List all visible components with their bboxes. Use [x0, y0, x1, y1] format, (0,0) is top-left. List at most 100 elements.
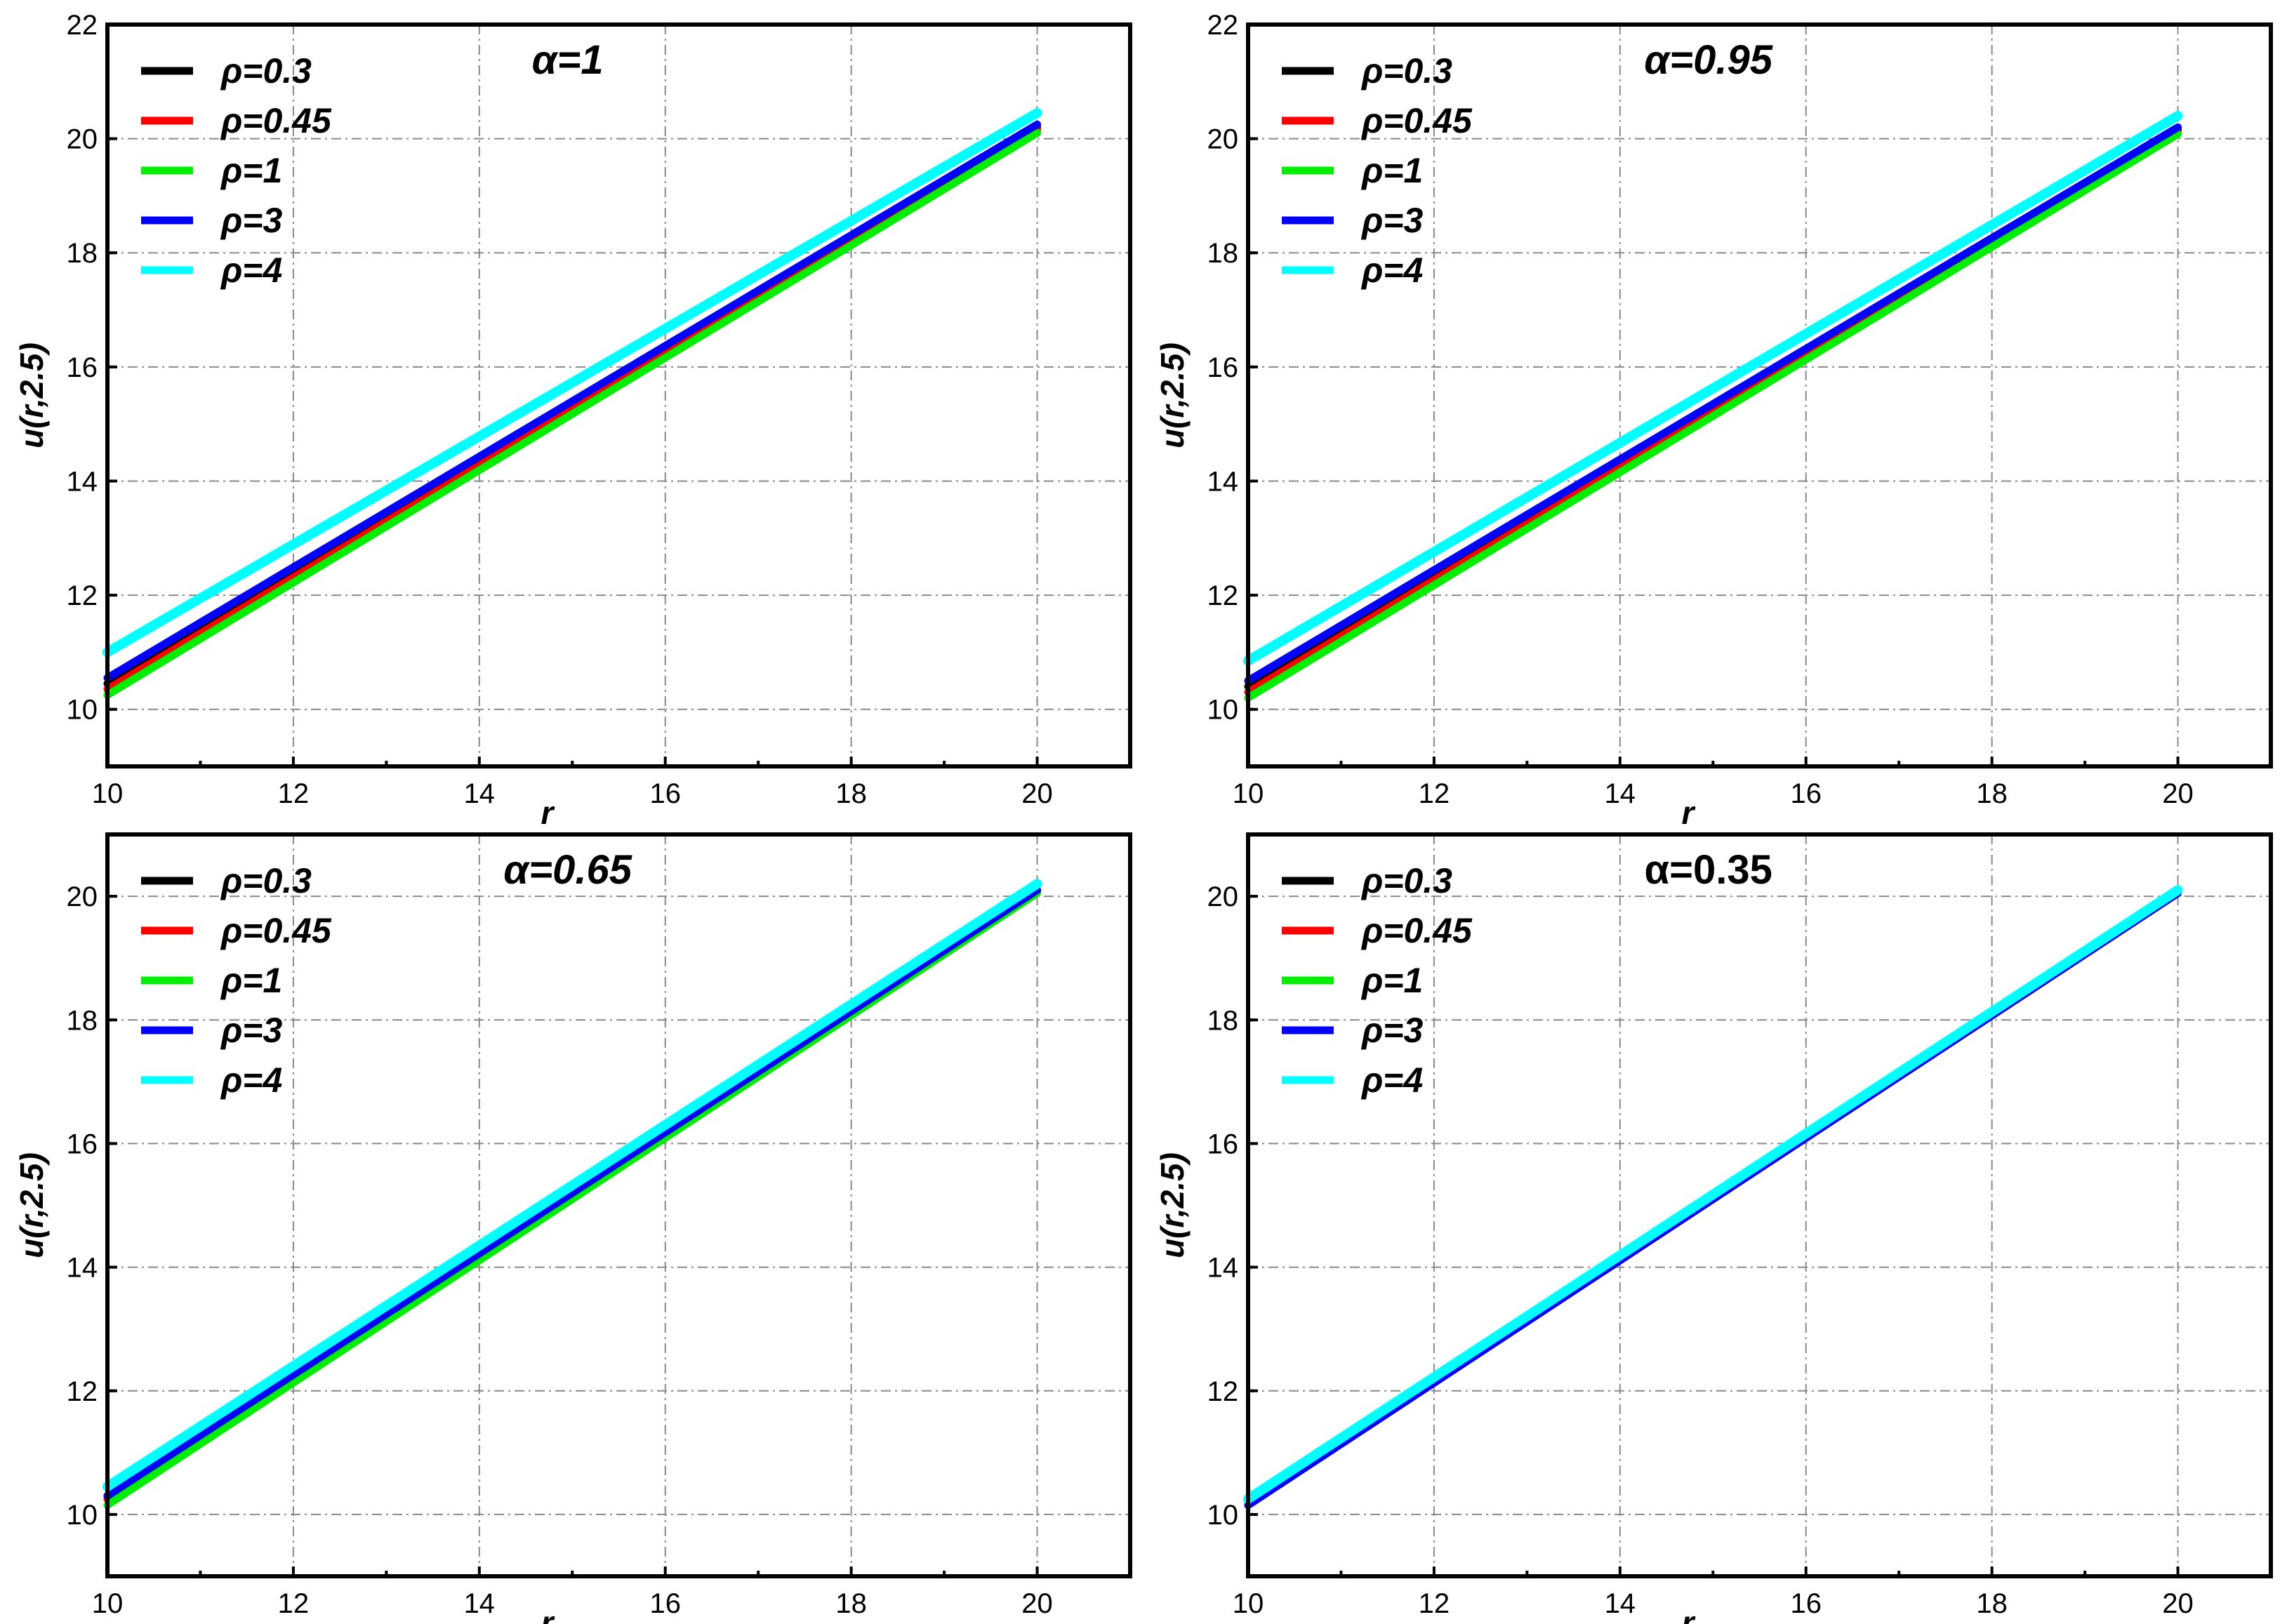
legend: ρ=0.3 ρ=0.45 ρ=1 ρ=3 ρ=4 [141, 51, 332, 290]
y-axis-label: u(r,2.5) [13, 342, 50, 448]
x-tick-label: 10 [92, 1588, 124, 1619]
x-tick-label: 20 [1021, 1588, 1053, 1619]
series-group [102, 879, 1042, 1510]
legend-label: ρ=1 [220, 961, 282, 1000]
y-axis: 10 12 14 16 18 20 22 [1207, 10, 1258, 726]
legend-label: ρ=0.45 [220, 911, 332, 950]
y-tick-label: 12 [67, 580, 98, 611]
y-tick-label: 10 [1207, 1500, 1239, 1531]
legend-label: ρ=4 [220, 1060, 282, 1100]
y-tick-label: 12 [1207, 1376, 1239, 1407]
plot-background [107, 834, 1130, 1576]
y-tick-label: 14 [67, 1253, 98, 1284]
x-tick-label: 14 [464, 778, 496, 809]
legend-label: ρ=0.3 [1360, 51, 1452, 91]
x-axis: 10 12 14 16 18 20 [92, 757, 1053, 809]
legend-label: ρ=1 [1360, 151, 1423, 190]
x-axis-label: r [1682, 1604, 1696, 1624]
x-axis: 10 12 14 16 18 20 [92, 1566, 1053, 1619]
legend-label: ρ=0.45 [1360, 911, 1473, 950]
y-tick-label: 16 [67, 352, 98, 383]
legend: ρ=0.3 ρ=0.45 ρ=1 ρ=3 ρ=4 [141, 861, 332, 1100]
legend-label: ρ=0.3 [1360, 861, 1452, 900]
panel-2: 10 12 14 16 18 20 10 12 14 16 18 20 22 r u(r,2.5) α=0.9… [1154, 10, 2273, 831]
x-axis: 10 12 14 16 18 20 [1233, 757, 2194, 809]
y-tick-label: 18 [67, 238, 98, 269]
legend: ρ=0.3 ρ=0.45 ρ=1 ρ=3 ρ=4 [1282, 861, 1473, 1100]
y-tick-label: 18 [1207, 1005, 1239, 1036]
y-tick-label: 16 [1207, 352, 1239, 383]
plot-frame [1246, 22, 2273, 768]
x-tick-label: 12 [278, 1588, 310, 1619]
plot-frame [105, 832, 1132, 1578]
x-tick-label: 20 [2162, 1588, 2194, 1619]
x-tick-label: 16 [1790, 1588, 1822, 1619]
x-tick-label: 12 [1419, 1588, 1450, 1619]
series-line-3 [1244, 130, 2182, 702]
y-tick-label: 14 [1207, 1253, 1239, 1284]
plot-frame [105, 22, 1132, 768]
x-tick-label: 20 [1021, 778, 1053, 809]
y-tick-label: 18 [67, 1005, 98, 1036]
legend-label: ρ=3 [1360, 1011, 1423, 1050]
panel-title: α=1 [532, 37, 604, 83]
x-tick-label: 18 [835, 778, 867, 809]
x-tick-label: 14 [1605, 1588, 1636, 1619]
panel-1: 10 12 14 16 18 20 10 12 14 16 18 20 22 r u(r,2.5) α=1 ρ=… [13, 10, 1132, 831]
series-line-4 [103, 886, 1042, 1500]
y-tick-label: 22 [67, 10, 98, 41]
x-tick-label: 16 [1790, 778, 1822, 809]
series-line-4 [1244, 123, 2182, 685]
legend-label: ρ=3 [1360, 201, 1423, 240]
y-tick-label: 20 [67, 124, 98, 155]
y-tick-label: 14 [1207, 466, 1239, 497]
y-axis-label: u(r,2.5) [13, 1152, 50, 1258]
panel-title: α=0.95 [1644, 37, 1772, 83]
x-tick-label: 18 [1976, 1588, 2008, 1619]
y-tick-label: 10 [67, 1500, 98, 1531]
legend: ρ=0.3 ρ=0.45 ρ=1 ρ=3 ρ=4 [1282, 51, 1473, 290]
y-tick-label: 20 [1207, 881, 1239, 912]
x-tick-label: 14 [1605, 778, 1636, 809]
panel-title: α=0.35 [1644, 847, 1772, 893]
x-tick-label: 16 [649, 778, 681, 809]
y-axis: 10 12 14 16 18 20 [1207, 881, 1258, 1531]
series-group [1243, 885, 2183, 1510]
grid [107, 834, 1130, 1576]
y-tick-label: 14 [67, 466, 98, 497]
x-axis-label: r [541, 1604, 555, 1624]
series-line-3 [103, 128, 1042, 699]
legend-label: ρ=0.45 [1360, 101, 1473, 140]
series-line-5 [1243, 885, 2183, 1504]
x-tick-label: 10 [92, 778, 124, 809]
series-group [1243, 111, 2183, 702]
legend-label: ρ=0.45 [220, 101, 332, 140]
y-tick-label: 20 [67, 881, 98, 912]
series-line-4 [103, 120, 1042, 682]
x-tick-label: 10 [1233, 1588, 1264, 1619]
legend-label: ρ=3 [220, 1011, 282, 1050]
legend-label: ρ=0.3 [220, 51, 312, 91]
y-tick-label: 20 [1207, 124, 1239, 155]
x-tick-label: 14 [464, 1588, 496, 1619]
panel-4: 10 12 14 16 18 20 10 12 14 16 18 20 r u(r,2.5) α=0.35 ρ… [1154, 832, 2273, 1624]
x-tick-label: 12 [278, 778, 310, 809]
y-tick-label: 12 [67, 1376, 98, 1407]
panel-title: α=0.65 [503, 847, 632, 893]
panel-3: 10 12 14 16 18 20 10 12 14 16 18 20 r u(r,2.5) α=0.65 ρ… [13, 832, 1132, 1624]
legend-label: ρ=0.3 [220, 861, 312, 900]
series-group [102, 108, 1042, 699]
x-axis-label: r [541, 794, 555, 831]
plot-frame [1246, 832, 2273, 1578]
y-tick-label: 10 [67, 695, 98, 726]
y-tick-label: 16 [67, 1129, 98, 1159]
x-tick-label: 20 [2162, 778, 2194, 809]
plot-background [1248, 25, 2271, 766]
series-line-5 [102, 879, 1042, 1492]
y-axis: 10 12 14 16 18 20 [67, 881, 117, 1531]
grid [1248, 834, 2271, 1576]
legend-label: ρ=1 [220, 151, 282, 190]
x-axis: 10 12 14 16 18 20 [1233, 1566, 2194, 1619]
series-line-5 [102, 108, 1042, 658]
